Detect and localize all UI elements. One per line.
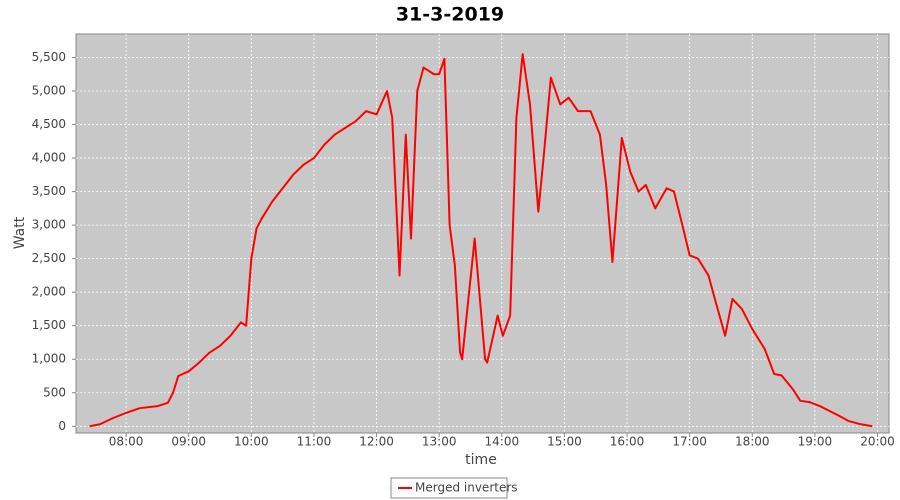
- y-tick-label: 3,000: [32, 218, 66, 232]
- line: [89, 53, 873, 428]
- y-tick-label: 2,500: [32, 251, 66, 265]
- x-tick-label: 14:00: [485, 435, 520, 449]
- y-tick-label: 5,500: [32, 50, 66, 64]
- x-tick-label: 20:00: [860, 435, 895, 449]
- x-tick-label: 10:00: [234, 435, 269, 449]
- y-tick-label: 1,500: [32, 318, 66, 332]
- legend-box: [390, 477, 508, 499]
- x-tick-label: 16:00: [610, 435, 645, 449]
- x-tick-label: 15:00: [547, 435, 582, 449]
- x-tick-label: 17:00: [672, 435, 707, 449]
- y-tick-label: 0: [58, 419, 66, 433]
- y-tick-label: 4,500: [32, 117, 66, 131]
- plot-area: [75, 33, 890, 434]
- y-tick-label: 3,500: [32, 184, 66, 198]
- y-tick-label: 500: [43, 385, 66, 399]
- x-tick-label: 19:00: [798, 435, 833, 449]
- y-tick-label: 1,000: [32, 352, 66, 366]
- x-tick-label: 09:00: [171, 435, 206, 449]
- legend-label: Merged inverters: [415, 481, 518, 495]
- y-tick-label: 2,000: [32, 285, 66, 299]
- x-tick-label: 12:00: [359, 435, 394, 449]
- y-tick-label: 5,000: [32, 84, 66, 98]
- chart-title: 31-3-2019: [396, 4, 504, 26]
- x-axis-label: time: [465, 452, 497, 468]
- y-tick-label: 4,000: [32, 151, 66, 165]
- x-tick-label: 13:00: [422, 435, 457, 449]
- x-tick-label: 11:00: [297, 435, 332, 449]
- x-tick-label: 08:00: [109, 435, 144, 449]
- y-axis-label: Watt: [12, 216, 28, 249]
- x-tick-label: 18:00: [735, 435, 770, 449]
